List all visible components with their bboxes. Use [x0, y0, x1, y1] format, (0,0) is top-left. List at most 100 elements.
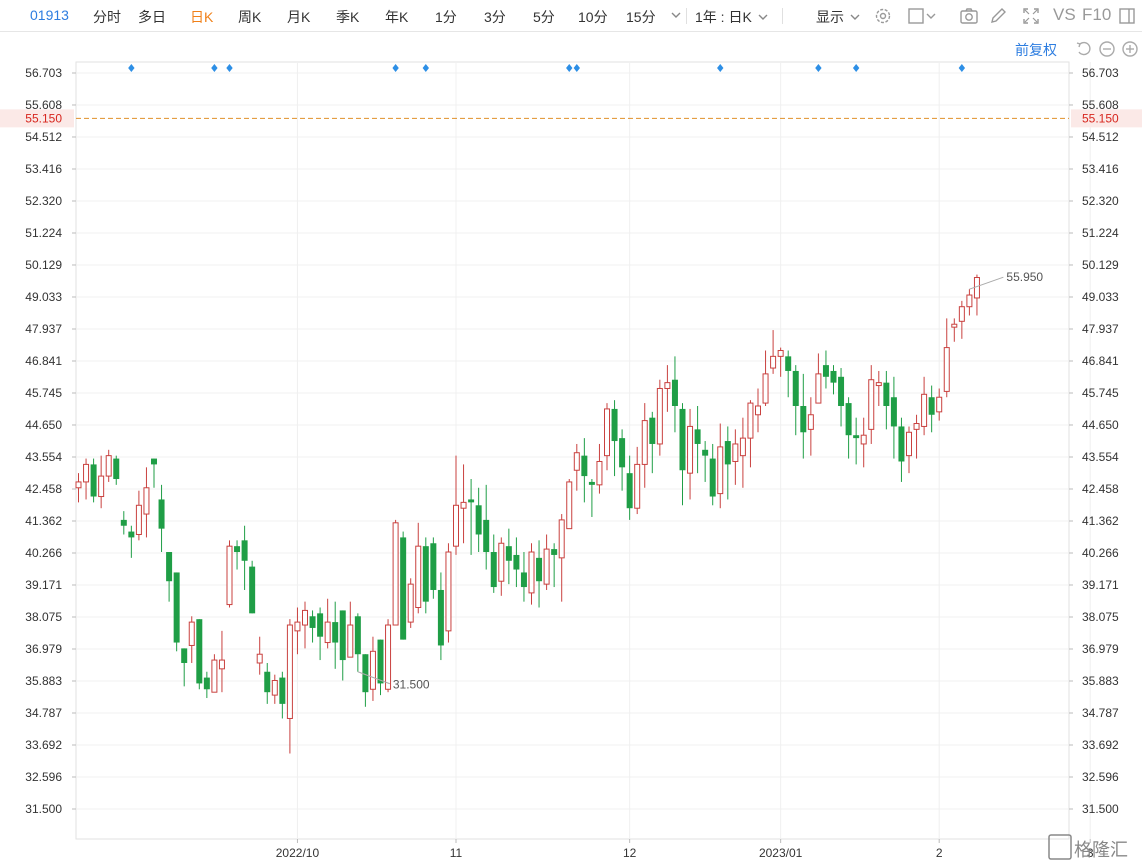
y-tick-label: 47.937	[1082, 322, 1119, 336]
tab-3min[interactable]: 3分	[484, 9, 506, 25]
candle-body	[762, 373, 769, 404]
tab-weekly-k[interactable]: 周K	[238, 9, 262, 25]
y-tick-label: 47.937	[25, 322, 62, 336]
display-menu[interactable]: 显示	[816, 7, 862, 27]
candle-body	[317, 613, 324, 637]
candle-body	[211, 659, 218, 693]
tab-15min[interactable]: 15分	[626, 9, 656, 25]
f10-button[interactable]: F10	[1082, 5, 1112, 24]
candle	[264, 662, 271, 704]
candle	[453, 455, 459, 555]
candle	[241, 525, 248, 590]
tab-10min[interactable]: 10分	[578, 9, 608, 25]
y-tick-label: 40.266	[1082, 546, 1119, 560]
candle-body	[951, 323, 958, 328]
candles	[75, 274, 980, 754]
candle-body	[732, 443, 739, 462]
candle	[875, 370, 882, 407]
candle-body	[604, 408, 610, 457]
event-marker-icon	[852, 64, 860, 72]
candle-body	[90, 464, 97, 497]
high-price-label: 55.950	[1006, 270, 1043, 284]
square-layout-icon[interactable]	[907, 6, 937, 26]
candle	[483, 484, 490, 570]
candle-body	[822, 365, 829, 377]
y-tick-label: 46.841	[25, 354, 62, 368]
candle	[173, 572, 180, 652]
y-tick-label: 49.033	[1082, 290, 1119, 304]
candle-body	[377, 639, 384, 684]
candle	[181, 648, 188, 687]
zoom-in-icon[interactable]	[1121, 40, 1139, 58]
candle	[913, 414, 920, 459]
candle-body	[83, 463, 90, 483]
pencil-icon[interactable]	[988, 6, 1008, 26]
candle-body	[166, 552, 173, 582]
candle	[898, 417, 905, 482]
fullscreen-icon[interactable]	[1021, 6, 1041, 26]
candle	[128, 525, 135, 558]
tab-monthly-k[interactable]: 月K	[287, 9, 311, 25]
candle-body	[407, 583, 414, 623]
candle	[838, 368, 845, 427]
y-tick-label: 33.692	[1082, 738, 1119, 752]
y-tick-label: 49.033	[25, 290, 62, 304]
candle-body	[490, 552, 497, 588]
adjust-mode-button[interactable]: 前复权	[1015, 42, 1057, 58]
candle-body	[520, 572, 527, 588]
candle-body	[641, 420, 648, 465]
stock-code[interactable]: 01913	[30, 7, 69, 23]
side-panel-icon[interactable]	[1117, 6, 1137, 26]
candle	[392, 519, 399, 626]
tab-5min[interactable]: 5分	[533, 9, 555, 25]
candle-body	[241, 540, 248, 561]
candle	[226, 540, 233, 608]
candle-body	[838, 376, 845, 407]
vs-compare-button[interactable]: VS	[1053, 5, 1076, 24]
event-marker-icon	[815, 64, 822, 72]
gear-icon[interactable]	[873, 6, 893, 26]
chart-overlay: 55.150 55.150 55.950 31.500	[0, 109, 1142, 692]
candle	[256, 636, 263, 675]
candle-body	[551, 549, 558, 555]
candle	[324, 598, 331, 649]
candle-body	[588, 481, 595, 485]
candle	[113, 455, 120, 485]
event-marker-icon	[566, 64, 573, 72]
y-tick-label: 43.554	[1082, 450, 1119, 464]
tab-daily-k[interactable]: 日K	[190, 9, 214, 25]
candle-body	[770, 355, 777, 369]
candle	[958, 300, 965, 339]
candle	[196, 619, 203, 690]
event-marker-icon	[211, 64, 218, 72]
low-leader-line	[357, 671, 391, 685]
candle	[90, 458, 97, 503]
candle	[400, 531, 407, 640]
candle-body	[611, 408, 618, 442]
tab-intraday[interactable]: 分时	[93, 9, 121, 25]
tab-quarterly-k[interactable]: 季K	[336, 9, 360, 25]
candle	[785, 350, 792, 398]
plot-border	[75, 61, 1070, 840]
candle	[943, 318, 950, 398]
candle	[430, 537, 437, 599]
y-tick-label: 32.596	[1082, 770, 1119, 784]
candle-body	[868, 379, 875, 430]
y-tick-label: 53.416	[25, 162, 62, 176]
zoom-out-icon[interactable]	[1098, 40, 1116, 58]
candle	[883, 370, 890, 430]
event-marker-icon	[422, 64, 429, 72]
candle	[656, 379, 663, 456]
range-select[interactable]: 1年 : 日K	[695, 7, 770, 27]
candle-body	[143, 487, 150, 515]
tab-multi-day[interactable]: 多日	[138, 9, 166, 25]
camera-icon[interactable]	[959, 6, 979, 26]
candle	[513, 537, 520, 588]
candle	[279, 671, 286, 719]
candle	[120, 511, 127, 535]
tab-yearly-k[interactable]: 年K	[385, 9, 409, 25]
reset-icon[interactable]	[1075, 40, 1093, 58]
tab-1min[interactable]: 1分	[435, 9, 457, 25]
chevron-down-icon[interactable]	[669, 6, 683, 27]
